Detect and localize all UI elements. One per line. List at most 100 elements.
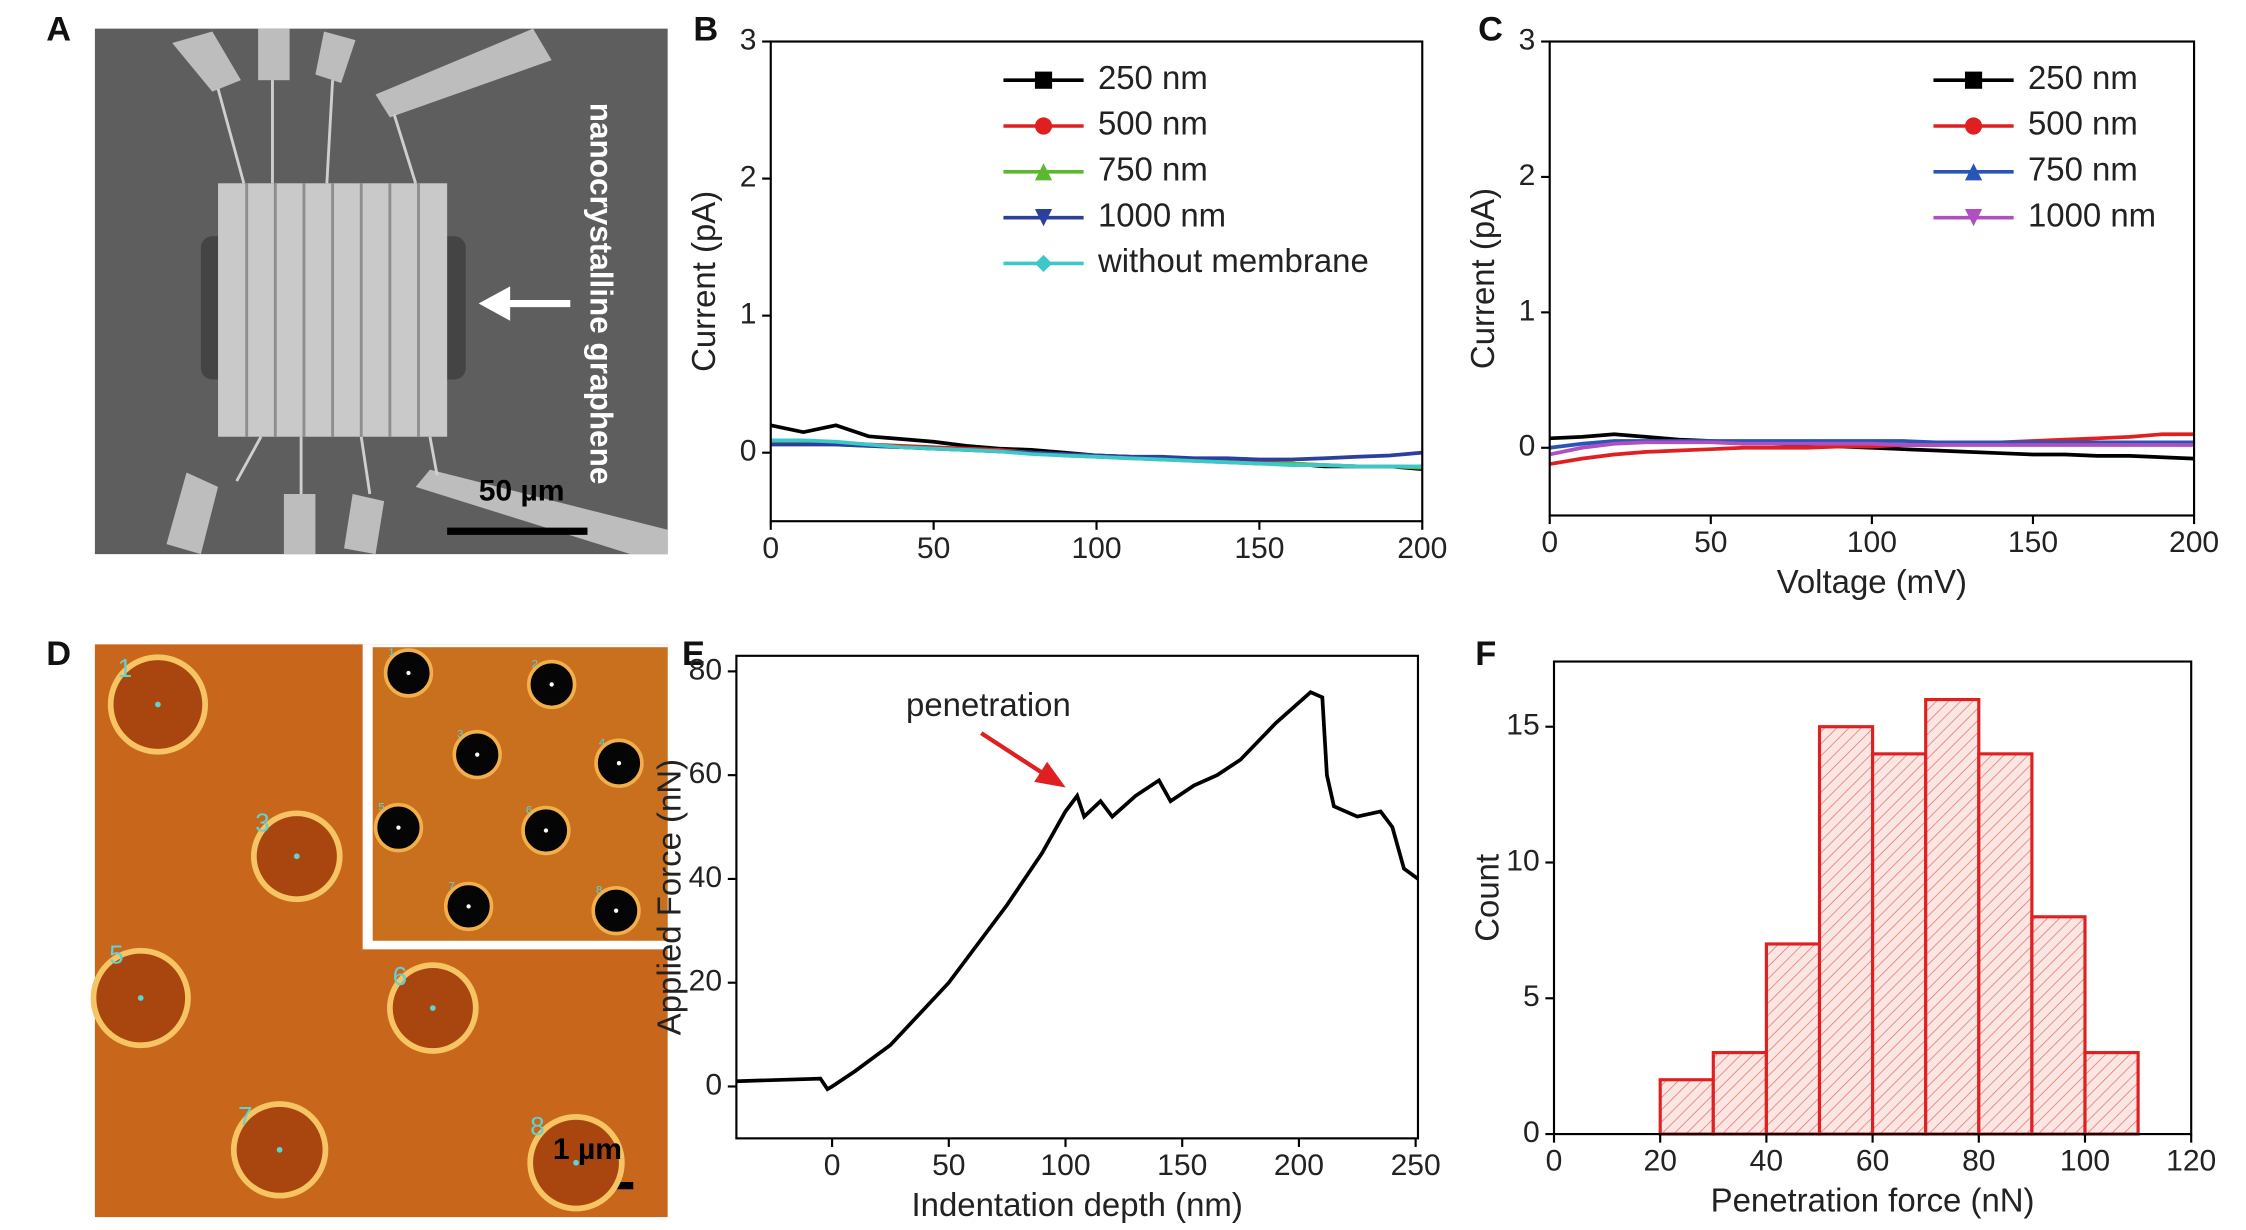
legend-label: 500 nm: [1098, 105, 1208, 142]
panel-label: F: [1475, 635, 1496, 673]
inset-label: 8: [596, 885, 602, 897]
x-tick-label: 50: [917, 532, 950, 565]
plot-frame: [735, 654, 1420, 1140]
x-tick-label: 200: [2169, 526, 2219, 559]
hole-center: [293, 853, 300, 860]
hist-bar: [2083, 1051, 2140, 1136]
panel-label: E: [682, 635, 705, 673]
x-axis-label: Voltage (mV): [1777, 563, 1967, 600]
hist-bar: [1817, 725, 1875, 1136]
x-axis-label: Penetration force (nN): [1711, 1181, 2035, 1218]
legend-label: without membrane: [1097, 242, 1369, 279]
y-tick-label: 0: [1519, 430, 1536, 463]
annotation: penetration: [906, 686, 1071, 723]
y-tick-label: 20: [689, 965, 722, 998]
hole-center: [137, 995, 144, 1001]
y-tick-label: 1: [1519, 294, 1536, 327]
x-tick-label: 150: [1234, 532, 1284, 565]
y-tick-label: 15: [1506, 709, 1539, 742]
inset-hole-center: [406, 670, 411, 676]
legend-marker: [1964, 209, 1983, 227]
hist-bar: [1871, 752, 1928, 1136]
data-line: [1549, 440, 2195, 457]
legend-marker: [1964, 71, 1983, 89]
x-tick-label: 60: [1856, 1145, 1889, 1178]
inset-label: 6: [526, 804, 532, 816]
y-tick-label: 2: [740, 161, 757, 194]
hole-center: [276, 1146, 283, 1153]
y-axis-label: Current (pA): [1464, 188, 1501, 369]
y-tick-label: 40: [689, 861, 722, 894]
legend-marker: [1964, 163, 1983, 181]
y-axis-label: Applied Force (nN): [651, 759, 688, 1035]
panel-label: D: [46, 635, 71, 673]
x-tick-label: 20: [1643, 1145, 1676, 1178]
hole-label: 1: [118, 655, 132, 683]
y-tick-label: 0: [1523, 1116, 1540, 1149]
data-line: [770, 438, 1423, 469]
inset-hole-center: [549, 682, 554, 687]
legend-marker: [1034, 254, 1053, 273]
inset-label: 5: [378, 802, 384, 814]
data-line: [736, 689, 1420, 1092]
annotation-arrowhead: [1034, 761, 1066, 788]
y-tick-label: 10: [1506, 844, 1539, 877]
x-tick-label: 80: [1962, 1145, 1995, 1178]
inset-hole-center: [466, 904, 471, 909]
legend-label: 750 nm: [2028, 151, 2138, 188]
afm-image: [90, 644, 668, 1218]
y-tick-label: 5: [1523, 980, 1540, 1013]
hist-bar: [1977, 752, 2034, 1136]
legend-label: 500 nm: [2028, 105, 2138, 142]
data-line: [1549, 432, 2195, 466]
hole-center: [573, 1159, 579, 1166]
inset-label: 2: [532, 658, 538, 670]
inset-label: 4: [599, 737, 606, 749]
y-tick-label: 80: [689, 653, 722, 686]
x-tick-label: 150: [2008, 526, 2058, 559]
plot-frame: [1548, 40, 2196, 517]
legend-label: 1000 nm: [1098, 196, 1226, 233]
inset-label: 1: [388, 647, 394, 659]
x-tick-label: 0: [824, 1149, 841, 1182]
inset-hole-center: [613, 908, 619, 913]
panel-label: C: [1478, 11, 1503, 49]
x-tick-label: 50: [1694, 526, 1727, 559]
legend-marker: [1034, 71, 1053, 89]
x-tick-label: 40: [1750, 1145, 1783, 1178]
image-label: nanocrystalline graphene: [584, 103, 620, 485]
legend-label: 250 nm: [2028, 59, 2138, 96]
x-tick-label: 100: [1847, 526, 1897, 559]
inset-hole-center: [543, 828, 549, 833]
inset-hole-center: [616, 761, 622, 766]
y-tick-label: 60: [689, 757, 722, 790]
hole-center: [155, 701, 161, 708]
y-axis-label: Count: [1468, 854, 1505, 942]
x-axis-label: Indentation depth (nm): [912, 1186, 1243, 1223]
hole-center: [429, 1005, 436, 1011]
sem-image: [94, 28, 668, 555]
y-tick-label: 3: [740, 23, 757, 56]
hist-bar: [2030, 915, 2087, 1136]
legend-marker: [1964, 117, 1983, 135]
legend-label: 250 nm: [1098, 59, 1208, 96]
hole-label: 5: [109, 941, 123, 969]
legend-label: 1000 nm: [2028, 196, 2156, 233]
legend-marker: [1034, 209, 1053, 227]
inset-label: 3: [457, 729, 463, 741]
panel-label: A: [46, 11, 71, 49]
hist-bar: [1764, 942, 1822, 1136]
y-tick-label: 1: [740, 298, 757, 331]
y-axis-label: Current (pA): [685, 191, 722, 372]
x-tick-label: 100: [1071, 532, 1121, 565]
x-tick-label: 0: [762, 532, 779, 565]
plot-frame: [769, 40, 1424, 523]
hole-label: 8: [530, 1113, 544, 1141]
x-tick-label: 250: [1391, 1149, 1441, 1182]
hist-bar: [1658, 1078, 1715, 1136]
hist-bar: [1711, 1051, 1768, 1136]
hist-bar: [1924, 697, 1981, 1136]
y-tick-label: 0: [705, 1068, 722, 1101]
x-tick-label: 0: [1541, 526, 1558, 559]
